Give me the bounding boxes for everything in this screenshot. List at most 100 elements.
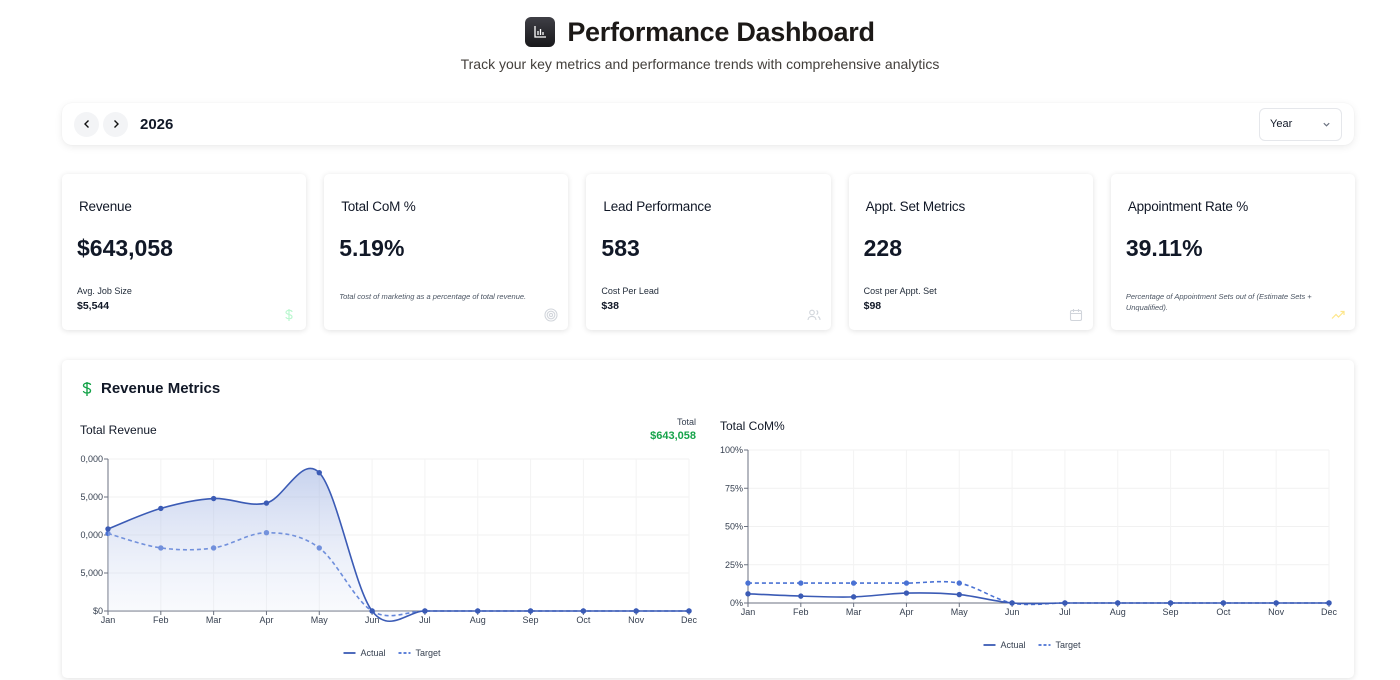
period-select[interactable]: Year: [1259, 107, 1342, 141]
y-tick-label: $0: [93, 606, 103, 616]
card-value: 5.19%: [339, 235, 405, 261]
x-tick-label: Feb: [793, 607, 809, 617]
card-title: Total CoM %: [341, 199, 416, 214]
y-tick-label: 0,000: [80, 454, 103, 464]
data-point-actual: [580, 608, 587, 614]
x-tick-label: Jan: [741, 607, 756, 617]
x-tick-label: Feb: [153, 615, 169, 625]
data-point-target: [956, 580, 962, 586]
x-tick-label: Aug: [1110, 607, 1126, 617]
users-icon: [807, 309, 821, 321]
lead-performance-card: Lead Performance 583 Cost Per Lead $38: [586, 174, 831, 330]
page-title: Performance Dashboard: [567, 16, 875, 47]
page-subtitle: Track your key metrics and performance t…: [460, 56, 940, 72]
calendar-icon: [1069, 309, 1082, 322]
card-sublabel: Cost per Appt. Set: [863, 286, 937, 296]
x-tick-label: Nov: [1268, 607, 1285, 617]
total-com-chart: 0% 25% 50% 75% 100% Jan Feb Mar Apr May Jun Jul Aug S…: [720, 445, 1338, 650]
data-point-actual: [633, 608, 639, 614]
appt-set-card: Appt. Set Metrics 228 Cost per Appt. Set…: [848, 174, 1093, 330]
x-tick-label: Nov: [628, 615, 645, 625]
data-point-target: [903, 580, 910, 586]
data-point-actual: [956, 591, 962, 598]
chevron-left-icon: [83, 120, 89, 128]
target-icon: [544, 308, 558, 322]
y-tick-label: 0,000: [80, 530, 103, 540]
card-value: 228: [863, 235, 902, 261]
revenue-metrics-panel: Revenue Metrics Total Revenue Total $643…: [62, 360, 1354, 678]
x-tick-label: Jul: [419, 615, 431, 625]
x-tick-label: Dec: [1321, 607, 1338, 617]
revenue-metrics-title: Revenue Metrics: [101, 380, 221, 397]
data-point-actual: [369, 608, 375, 614]
x-tick-label: Aug: [470, 615, 486, 625]
data-point-actual: [1273, 600, 1279, 606]
data-point-actual: [686, 608, 692, 614]
series-line-target: [747, 580, 1329, 606]
data-point-actual: [1167, 600, 1174, 606]
data-point-actual: [105, 526, 111, 532]
data-point-actual: [798, 593, 804, 599]
y-tick-label: 25%: [725, 560, 743, 570]
data-point-actual: [263, 500, 270, 506]
x-tick-label: Mar: [846, 607, 862, 617]
data-point-actual: [210, 495, 217, 502]
legend-label: Actual: [361, 648, 386, 658]
period-toolbar: 2026 Year: [62, 103, 1354, 145]
card-value: $643,058: [77, 235, 173, 261]
card-note: Total cost of marketing as a percentage …: [339, 292, 527, 301]
x-tick-label: Apr: [259, 615, 273, 625]
legend-label: Target: [1056, 640, 1082, 650]
data-point-actual: [745, 591, 751, 597]
revenue-metrics-header: Revenue Metrics: [81, 380, 220, 397]
kpi-cards: Revenue $643,058 Avg. Job Size $5,544 To…: [62, 174, 1356, 330]
x-tick-label: Jan: [101, 615, 116, 625]
x-tick-label: Oct: [1216, 607, 1231, 617]
x-tick-label: Jun: [365, 615, 380, 625]
chevron-down-icon: [1323, 122, 1330, 127]
data-point-actual: [1009, 600, 1015, 606]
data-point-actual: [527, 608, 534, 614]
card-title: Lead Performance: [603, 199, 712, 214]
legend-label: Actual: [1001, 640, 1026, 650]
y-tick-label: 5,000: [80, 492, 103, 502]
trending-up-icon: [1331, 310, 1345, 319]
x-tick-label: Jun: [1005, 607, 1020, 617]
x-tick-label: May: [311, 615, 329, 625]
data-point-target: [850, 580, 857, 586]
y-tick-label: 75%: [725, 483, 743, 493]
x-tick-label: Mar: [206, 615, 222, 625]
card-title: Appointment Rate %: [1127, 199, 1249, 214]
prev-year-button[interactable]: [74, 111, 99, 137]
total-com-chart-title: Total CoM%: [720, 419, 785, 433]
card-value: 39.11%: [1125, 235, 1203, 261]
data-point-target: [745, 580, 751, 586]
current-year: 2026: [140, 115, 174, 133]
dollar-icon: [285, 309, 293, 321]
series-area-actual: [108, 468, 689, 622]
total-label: Total: [676, 417, 696, 427]
card-sublabel: Cost Per Lead: [601, 286, 659, 296]
y-tick-label: 50%: [725, 522, 743, 532]
series-line-actual: [747, 592, 1329, 605]
next-year-button[interactable]: [103, 111, 128, 137]
data-point-actual: [1220, 600, 1227, 606]
data-point-target: [798, 580, 804, 586]
card-subvalue: $38: [601, 300, 619, 312]
period-select-value: Year: [1270, 118, 1293, 130]
card-title: Revenue: [79, 199, 132, 214]
chevron-right-icon: [113, 120, 119, 128]
data-point-actual: [475, 608, 481, 614]
x-tick-label: Sep: [523, 615, 539, 625]
card-note: Percentage of Appointment Sets out of (E…: [1125, 292, 1312, 312]
y-tick-label: 0%: [730, 598, 743, 608]
y-tick-label: 5,000: [80, 568, 103, 578]
x-tick-label: Jul: [1059, 607, 1071, 617]
y-tick-label: 100%: [720, 445, 743, 455]
data-point-actual: [903, 590, 910, 596]
card-sublabel: Avg. Job Size: [77, 286, 132, 296]
data-point-actual: [850, 594, 857, 600]
revenue-card: Revenue $643,058 Avg. Job Size $5,544: [62, 174, 307, 330]
data-point-actual: [1115, 600, 1121, 606]
appointment-rate-card: Appointment Rate % 39.11% Percentage of …: [1110, 174, 1356, 330]
